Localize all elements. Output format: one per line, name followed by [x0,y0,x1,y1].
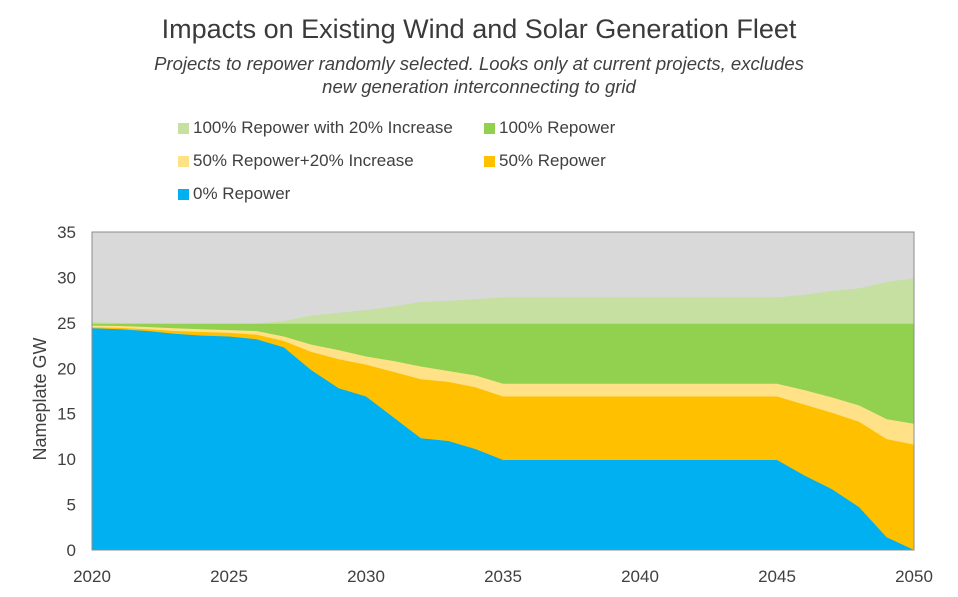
x-tick-label: 2045 [758,567,796,586]
legend-swatch [178,155,189,167]
legend-label: 100% Repower [499,118,616,137]
legend-item-50-repower-20-increase[interactable]: 50% Repower+20% Increase [178,151,414,171]
y-axis-label: Nameplate GW [30,337,50,460]
y-tick-label: 0 [67,541,76,560]
x-tick-label: 2050 [895,567,933,586]
legend-swatch [178,188,189,200]
plot-border [91,231,915,551]
x-tick-label: 2025 [210,567,248,586]
chart-subtitle: Projects to repower randomly selected. L… [79,52,879,98]
y-tick-label: 5 [67,496,76,515]
x-tick-label: 2020 [73,567,111,586]
legend-item-100-repower[interactable]: 100% Repower [484,118,615,138]
chart-title: Impacts on Existing Wind and Solar Gener… [161,14,797,44]
x-tick-label: 2040 [621,567,659,586]
y-tick-label: 15 [57,405,76,424]
y-tick-label: 10 [57,450,76,469]
legend-swatch [484,122,495,134]
subtitle-line-1: Projects to repower randomly selected. L… [154,53,804,74]
y-tick-label: 25 [57,314,76,333]
legend-item-50-repower[interactable]: 50% Repower [484,151,606,171]
x-tick-label: 2035 [484,567,522,586]
x-tick-label: 2030 [347,567,385,586]
subtitle-line-2: new generation interconnecting to grid [322,76,636,97]
legend-swatch [484,155,495,167]
area-0-repower [92,328,914,550]
legend-label: 50% Repower+20% Increase [193,151,414,170]
legend-item-0-repower[interactable]: 0% Repower [178,184,290,204]
y-tick-label: 30 [57,268,76,287]
legend-label: 100% Repower with 20% Increase [193,118,453,137]
y-tick-label: 20 [57,359,76,378]
legend-label: 50% Repower [499,151,606,170]
legend-swatch [178,122,189,134]
legend-label: 0% Repower [193,184,291,203]
y-tick-label: 35 [57,223,76,242]
legend-item-100-repower-20-increase[interactable]: 100% Repower with 20% Increase [178,118,453,138]
